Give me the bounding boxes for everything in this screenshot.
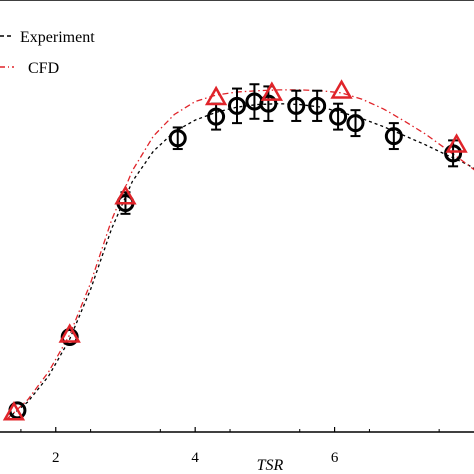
experiment-point <box>308 96 327 115</box>
legend-label-cfd: CFD <box>28 60 59 77</box>
experiment-point <box>168 129 187 148</box>
cfd-point <box>114 185 137 205</box>
experiment-point <box>228 96 246 115</box>
cfd-point <box>260 81 284 101</box>
x-tick-label: 6 <box>331 450 339 466</box>
cfd-point <box>445 133 468 153</box>
experiment-point <box>287 96 306 115</box>
experiment-point <box>346 114 365 133</box>
experiment-point <box>384 127 403 146</box>
fit-line-experiment <box>6 103 474 420</box>
experiment-point <box>259 94 278 113</box>
x-tick-label: 4 <box>191 450 199 466</box>
experiment-point <box>207 107 226 126</box>
experiment-point <box>329 107 348 126</box>
cfd-point <box>58 323 81 343</box>
x-axis-title: TSR <box>257 457 284 474</box>
cfd-point <box>204 85 228 106</box>
legend-label-experiment: Experiment <box>20 29 95 46</box>
legend: Experiment CFD <box>0 29 95 77</box>
cfd-point <box>330 79 353 99</box>
x-tick-label: 2 <box>52 450 60 466</box>
experiment-point <box>444 144 463 163</box>
fit-line-cfd <box>6 89 474 420</box>
cfd-point <box>2 401 26 421</box>
